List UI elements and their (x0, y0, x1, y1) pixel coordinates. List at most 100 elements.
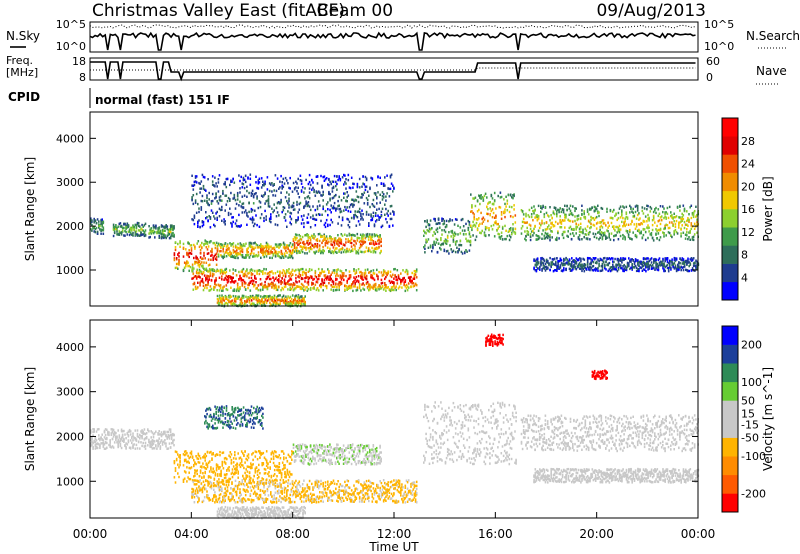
range-cell (449, 244, 451, 247)
range-cell (486, 226, 488, 230)
range-cell (238, 204, 240, 207)
range-cell (432, 243, 434, 247)
range-cell (589, 265, 591, 268)
range-cell (471, 228, 473, 232)
range-cell (594, 209, 597, 212)
range-cell (307, 283, 310, 286)
range-cell (96, 218, 99, 221)
range-cell (655, 258, 657, 261)
range-cell (632, 231, 634, 234)
range-cell (115, 227, 117, 231)
range-cell (662, 205, 664, 208)
range-cell (116, 233, 118, 236)
range-cell (646, 265, 648, 268)
range-cell (648, 259, 651, 263)
range-cell (168, 228, 171, 231)
range-cell (208, 289, 210, 292)
range-cell (589, 230, 591, 234)
range-cell (168, 230, 171, 233)
colorbar-frame (721, 117, 739, 301)
range-cell (675, 267, 678, 270)
range-cell (389, 217, 392, 221)
range-cell (563, 263, 565, 267)
range-cell (195, 275, 198, 279)
range-cell (290, 245, 293, 249)
colorbar-tick-label: 16 (741, 203, 755, 216)
range-cell (522, 213, 525, 216)
range-cell (566, 261, 568, 264)
range-cell (624, 236, 626, 239)
range-cell (132, 231, 134, 235)
range-cell (401, 286, 403, 289)
range-cell (500, 195, 503, 199)
range-cell (169, 228, 172, 231)
range-cell (597, 211, 599, 215)
range-cell (164, 229, 166, 232)
range-cell (340, 199, 343, 202)
range-cell (270, 270, 272, 274)
range-cell (476, 210, 479, 213)
range-cell (272, 272, 274, 275)
range-cell (529, 227, 532, 231)
range-cell (478, 194, 480, 197)
range-cell (690, 222, 693, 225)
range-cell (219, 199, 222, 202)
range-cell (276, 201, 279, 204)
range-cell (158, 227, 161, 230)
range-cell (623, 223, 625, 227)
range-cell (197, 272, 199, 275)
range-cell (230, 277, 232, 280)
range-cell (486, 212, 488, 215)
range-cell (525, 234, 527, 238)
range-cell (229, 199, 231, 202)
range-cell (232, 280, 234, 284)
range-cell (484, 192, 487, 195)
range-cell (508, 234, 511, 237)
range-cell (680, 228, 682, 231)
range-cell (235, 289, 238, 293)
range-cell (212, 258, 214, 262)
range-cell (185, 248, 187, 251)
range-cell (290, 302, 293, 306)
range-cell (317, 274, 320, 278)
range-cell (188, 264, 190, 268)
range-cell (278, 246, 280, 249)
range-cell (527, 233, 530, 236)
range-cell (288, 271, 290, 274)
range-cell (380, 237, 382, 241)
range-cell (340, 278, 343, 281)
range-cell (692, 235, 695, 238)
range-cell (275, 276, 278, 279)
range-cell (348, 248, 351, 251)
range-cell (247, 177, 249, 180)
range-cell (233, 254, 236, 258)
range-cell (261, 298, 263, 302)
range-cell (536, 267, 539, 270)
range-cell (270, 245, 272, 248)
range-cell (387, 214, 389, 217)
range-cell (360, 274, 362, 277)
range-cell (679, 257, 681, 260)
range-cell (201, 257, 203, 261)
range-cell (283, 182, 286, 185)
range-cell (348, 286, 351, 289)
range-cell (264, 192, 266, 196)
range-cell (355, 271, 358, 274)
range-cell (631, 263, 633, 266)
range-cell (490, 194, 493, 198)
range-cell (604, 265, 606, 268)
range-cell (310, 247, 313, 251)
range-cell (205, 284, 207, 287)
range-cell (652, 214, 655, 218)
range-cell (355, 190, 358, 193)
range-cell (580, 257, 582, 261)
range-cell (372, 242, 375, 245)
range-cell (211, 180, 214, 183)
range-cell (275, 251, 278, 254)
range-cell (323, 238, 325, 241)
range-cell (490, 209, 493, 213)
range-cell (639, 223, 641, 226)
range-cell (678, 223, 680, 226)
range-cell (661, 262, 663, 265)
range-cell (562, 231, 565, 234)
